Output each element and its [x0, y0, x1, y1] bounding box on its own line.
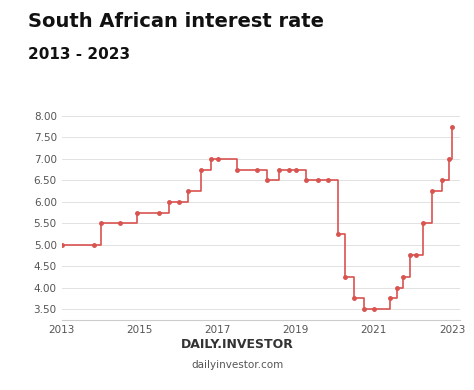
Text: 2013 - 2023: 2013 - 2023 — [28, 47, 130, 62]
Text: dailyinvestor.com: dailyinvestor.com — [191, 360, 283, 370]
Text: South African interest rate: South African interest rate — [28, 12, 324, 31]
Text: DAILY.INVESTOR: DAILY.INVESTOR — [181, 338, 293, 351]
